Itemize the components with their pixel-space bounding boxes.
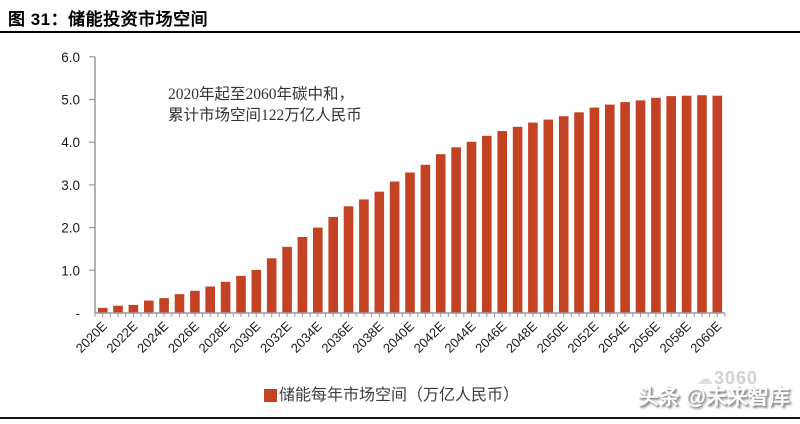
bar-2028E	[220, 281, 231, 313]
x-tick-label: 2056E	[626, 318, 663, 355]
bar-2036E	[343, 206, 354, 314]
x-tick-label: 2036E	[318, 318, 355, 355]
x-tick-label: 2026E	[165, 318, 202, 355]
bar-2044E	[466, 141, 477, 313]
bar-2031E	[266, 258, 277, 313]
x-tick-label: 2058E	[657, 318, 694, 355]
x-tick-label: 2040E	[380, 318, 417, 355]
x-tick-label: 2030E	[226, 318, 263, 355]
bar-2025E	[174, 294, 185, 313]
legend-marker-icon	[264, 389, 277, 402]
x-tick-label: 2054E	[595, 318, 632, 355]
x-tick-label: 2050E	[534, 318, 571, 355]
x-tick-label: 2024E	[134, 318, 171, 355]
y-tick-label: 5.0	[61, 93, 80, 108]
y-tick-label: 2.0	[61, 221, 80, 236]
bar-2034E	[313, 227, 323, 313]
bar-2054E	[620, 102, 630, 313]
bar-2030E	[251, 269, 262, 313]
bar-2057E	[666, 96, 676, 313]
chart-annotation: 2020年起至2060年碳中和， 累计市场空间122万亿人民币	[168, 84, 362, 126]
bar-2039E	[389, 181, 400, 313]
bar-2058E	[681, 95, 692, 313]
x-tick-label: 2032E	[257, 318, 294, 355]
watermark: ☁3060 头条 @未来智库	[622, 368, 792, 416]
watermark-badge-text: 3060	[713, 368, 758, 388]
bar-2059E	[697, 95, 707, 313]
bar-2037E	[359, 199, 369, 313]
bottom-rule	[0, 417, 800, 419]
y-tick-label: -	[76, 306, 81, 321]
bar-2029E	[236, 275, 246, 313]
annotation-line-1: 2020年起至2060年碳中和，	[168, 86, 355, 103]
legend-label: 储能每年市场空间（万亿人民币）	[279, 387, 520, 404]
bar-2042E	[435, 154, 446, 313]
bar-2047E	[512, 126, 523, 313]
bar-chart-svg: 6.05.04.03.02.01.0-2020E2022E2024E2026E2…	[61, 50, 726, 356]
bar-2048E	[528, 122, 538, 313]
y-tick-label: 4.0	[61, 135, 80, 150]
x-tick-label: 2038E	[349, 318, 386, 355]
bar-2040E	[405, 172, 415, 313]
bar-2024E	[159, 298, 169, 313]
x-tick-label: 2046E	[472, 318, 509, 355]
bar-2021E	[113, 305, 123, 313]
bar-2023E	[144, 300, 154, 313]
bar-2022E	[128, 304, 139, 313]
bar-2032E	[282, 246, 292, 313]
bar-chart: 6.0 5.0 4.0 3.0 2.0 1.0-2020E 2022E 2024E 2026E 2…	[0, 40, 800, 385]
bar-2060E	[712, 95, 723, 313]
watermark-badge: ☁3060	[697, 368, 758, 389]
bar-2043E	[451, 147, 461, 313]
bar-2049E	[543, 119, 554, 313]
annotation-line-2: 累计市场空间122万亿人民币	[168, 107, 362, 124]
bar-2051E	[574, 112, 584, 313]
bar-2050E	[558, 116, 569, 313]
x-tick-label: 2034E	[288, 318, 325, 355]
bar-2045E	[482, 135, 492, 313]
x-tick-label: 2060E	[687, 318, 724, 355]
x-tick-label: 2042E	[411, 318, 448, 355]
y-tick-label: 6.0	[61, 50, 80, 65]
x-tick-label: 2028E	[196, 318, 233, 355]
bar-2052E	[589, 107, 600, 313]
title-underline	[0, 31, 800, 33]
y-tick-label: 3.0	[61, 178, 80, 193]
bar-2035E	[328, 216, 338, 313]
bar-2053E	[605, 104, 615, 313]
chart-legend: 储能每年市场空间（万亿人民币）	[264, 387, 519, 404]
bar-2026E	[190, 290, 200, 313]
bar-2038E	[374, 191, 385, 313]
bar-2020E	[97, 307, 108, 313]
bar-2055E	[635, 100, 646, 314]
cloud-icon: ☁	[696, 371, 714, 388]
y-tick-label: 1.0	[61, 263, 80, 278]
figure-title: 图 31：储能投资市场空间	[8, 10, 209, 29]
watermark-text: 头条 @未来智库	[637, 386, 790, 409]
x-tick-label: 2048E	[503, 318, 540, 355]
bar-2041E	[420, 164, 431, 313]
bar-2027E	[205, 286, 215, 313]
x-tick-label: 2020E	[73, 318, 110, 355]
bar-2056E	[651, 97, 661, 313]
x-tick-label: 2052E	[564, 318, 601, 355]
bar-2046E	[497, 131, 507, 313]
bar-2033E	[297, 237, 308, 313]
x-tick-label: 2022E	[103, 318, 140, 355]
x-tick-label: 2044E	[441, 318, 478, 355]
